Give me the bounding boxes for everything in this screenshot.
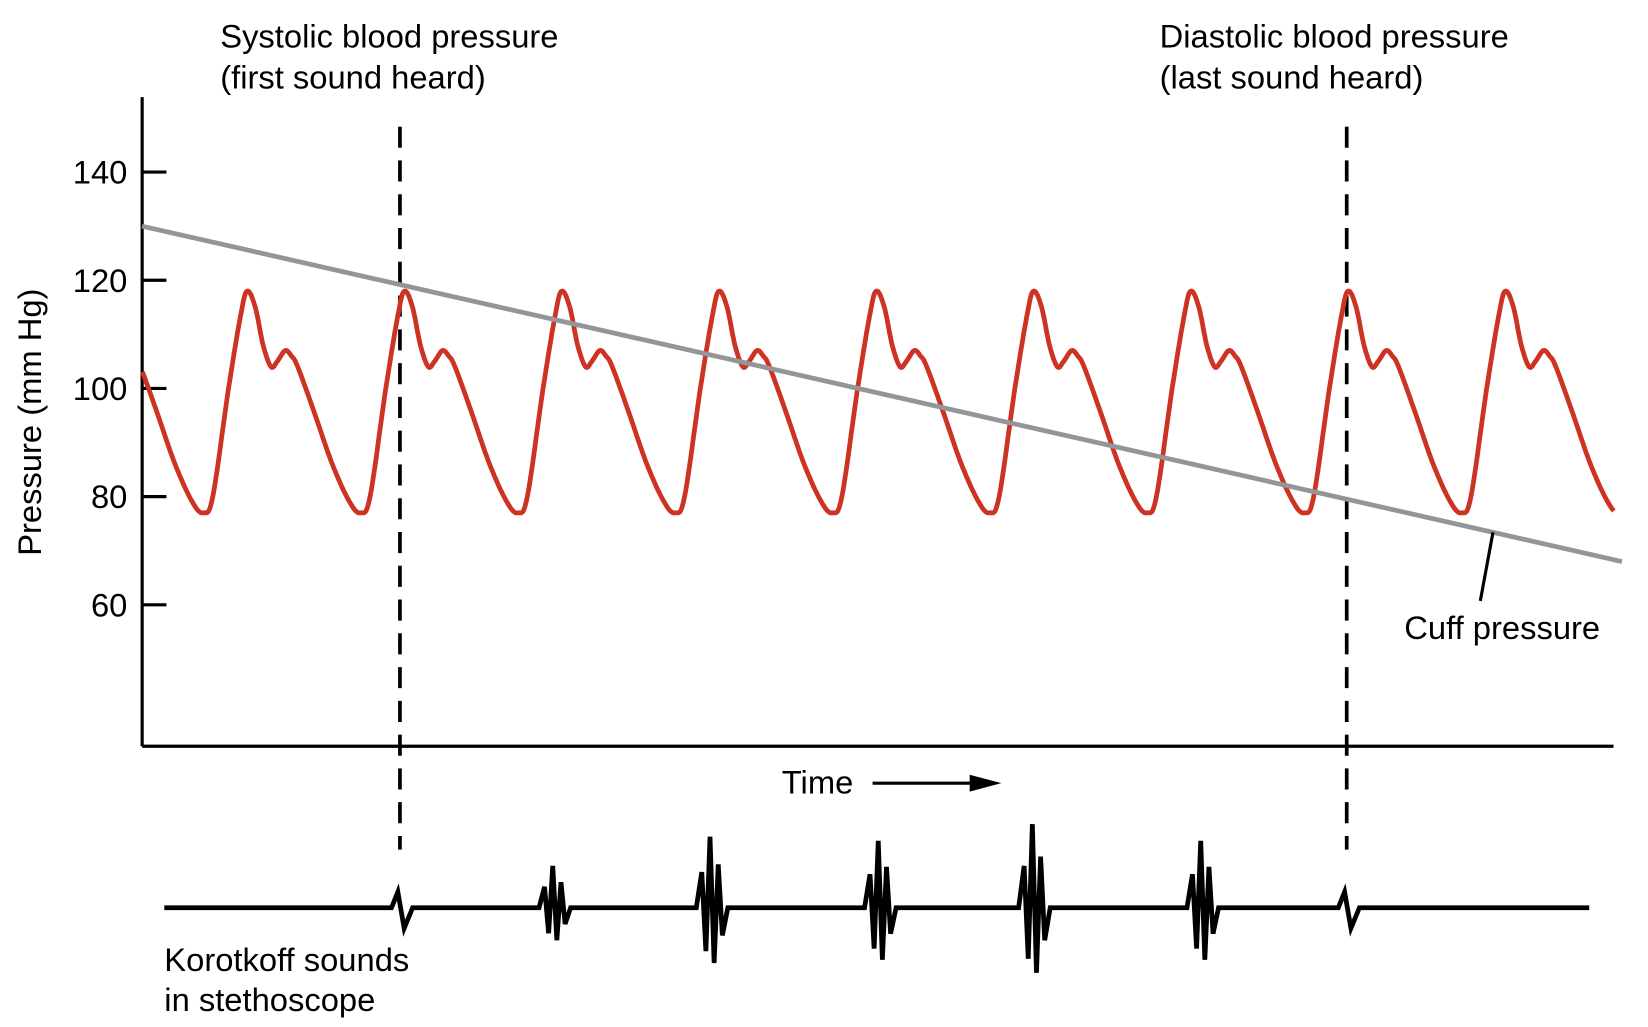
korotkoff-sounds-trace bbox=[164, 824, 1590, 973]
cuff-pressure-label: Cuff pressure bbox=[1404, 609, 1600, 646]
systolic-label-line2: (first sound heard) bbox=[220, 59, 486, 96]
time-arrow-icon bbox=[969, 774, 1002, 792]
systolic-label-line1: Systolic blood pressure bbox=[220, 17, 558, 54]
arterial-pressure-line bbox=[140, 288, 1616, 516]
y-tick-label: 100 bbox=[73, 370, 128, 407]
y-tick-label: 80 bbox=[91, 478, 127, 515]
cuff-pressure-leader bbox=[1478, 532, 1495, 602]
x-axis-label: Time bbox=[782, 764, 854, 801]
y-tick-label: 140 bbox=[73, 154, 128, 191]
korotkoff-label-line1: Korotkoff sounds bbox=[164, 941, 409, 978]
y-tick-label: 120 bbox=[73, 262, 128, 299]
cuff-pressure-line bbox=[141, 223, 1623, 564]
y-axis-label: Pressure (mm Hg) bbox=[11, 289, 48, 556]
y-tick-label: 60 bbox=[91, 586, 127, 623]
korotkoff-label-line2: in stethoscope bbox=[164, 981, 375, 1018]
diastolic-label-line1: Diastolic blood pressure bbox=[1160, 17, 1509, 54]
diastolic-label-line2: (last sound heard) bbox=[1160, 59, 1424, 96]
